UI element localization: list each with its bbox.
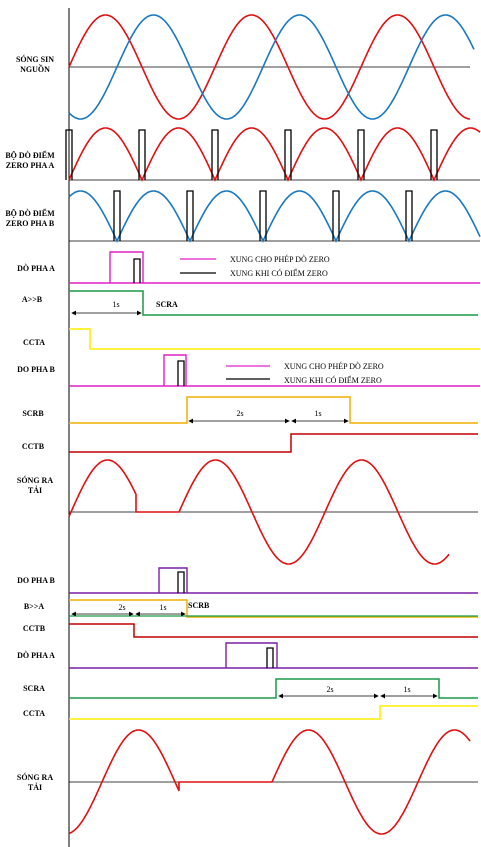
do-pha-b-1-zero-pulse bbox=[177, 360, 185, 386]
load-1-wave bbox=[68, 459, 450, 565]
load-2-label-line1: SÓNG RA bbox=[17, 772, 53, 782]
do-pha-a-1-enable-pulse bbox=[109, 251, 144, 283]
legend-1-enable-text: XUNG CHO PHÉP DÒ ZERO bbox=[230, 254, 330, 264]
scrb-annotation: SCRB bbox=[188, 601, 210, 610]
b-to-a-label: B>>A bbox=[24, 602, 44, 611]
load-1-label-line1: SÓNG RA bbox=[17, 475, 53, 485]
do-pha-a-1-label: DÒ PHA A bbox=[17, 263, 55, 273]
zero-a-label-line2: ZERO PHA A bbox=[6, 161, 55, 170]
do-pha-a-2-label: DÒ PHA A bbox=[17, 650, 55, 660]
cctb-2-label: CCTB bbox=[23, 624, 46, 633]
zero-b-label-line1: BỘ DÒ ĐIỂM bbox=[5, 208, 55, 218]
do-pha-a-2-enable-pulse bbox=[225, 642, 278, 668]
load-2-wave bbox=[68, 729, 471, 835]
legend-2-enable-text: XUNG CHO PHÉP DÒ ZERO bbox=[284, 361, 384, 371]
load-2-label-line2: TẢI bbox=[28, 782, 42, 792]
do-pha-a-2-zero-pulse bbox=[266, 647, 274, 668]
load-1-label-line2: TẢI bbox=[28, 485, 42, 495]
scra-2-label: SCRA bbox=[23, 684, 45, 693]
do-pha-b-2-enable-pulse bbox=[158, 567, 188, 593]
cctb-2-signal bbox=[69, 623, 478, 638]
scra-2-signal bbox=[69, 678, 478, 699]
legend-2-zero-text: XUNG KHI CÓ ĐIỂM ZERO bbox=[284, 375, 382, 385]
ccta-1-signal bbox=[69, 328, 480, 350]
do-pha-b-1-label: DO PHA B bbox=[17, 365, 55, 374]
zero-b-label-line2: ZERO PHA B bbox=[6, 219, 55, 228]
scrb-1-delay-label-1: 2s bbox=[236, 409, 243, 418]
a-to-b-delay-label: 1s bbox=[112, 300, 119, 309]
scrb-1-signal bbox=[69, 396, 478, 424]
source-phase-b-wave bbox=[68, 14, 475, 120]
b-to-a-delay-label-2: 1s bbox=[159, 603, 166, 612]
zero-b-pulses bbox=[113, 190, 413, 241]
source-phase-a-wave bbox=[68, 14, 471, 120]
cctb-1-label: CCTB bbox=[22, 442, 45, 451]
source-label-line2: NGUỒN bbox=[20, 64, 50, 74]
a-to-b-signal bbox=[69, 290, 478, 316]
scrb-1-label: SCRB bbox=[22, 409, 44, 418]
do-pha-b-1-enable-pulse bbox=[163, 354, 187, 386]
b-to-a-delay-label-1: 2s bbox=[118, 603, 125, 612]
legend-1-zero-text: XUNG KHI CÓ ĐIỂM ZERO bbox=[230, 268, 328, 278]
scrb-1-delay-label-2: 1s bbox=[314, 409, 321, 418]
ccta-2-signal bbox=[69, 705, 478, 720]
scra-annotation: SCRA bbox=[156, 300, 178, 309]
do-pha-b-2-zero-pulse bbox=[177, 571, 185, 593]
zero-a-rectified-wave bbox=[68, 127, 481, 182]
do-pha-b-2-label: DO PHA B bbox=[17, 576, 55, 585]
zero-a-label-line1: BỘ DÒ ĐIỂM bbox=[5, 150, 55, 160]
scra-2-delay-label-1: 2s bbox=[326, 685, 333, 694]
zero-b-rectified-wave bbox=[68, 190, 481, 243]
ccta-2-label: CCTA bbox=[23, 709, 45, 718]
scra-2-delay-label-2: 1s bbox=[403, 685, 410, 694]
ccta-1-label: CCTA bbox=[23, 338, 45, 347]
source-label-line1: SÓNG SIN bbox=[16, 54, 54, 64]
a-to-b-label: A>>B bbox=[22, 295, 43, 304]
do-pha-a-1-zero-pulse bbox=[133, 258, 141, 283]
cctb-1-signal bbox=[69, 433, 478, 453]
zero-a-pulses bbox=[65, 129, 438, 180]
b-to-a-signal-yellow bbox=[69, 599, 478, 618]
